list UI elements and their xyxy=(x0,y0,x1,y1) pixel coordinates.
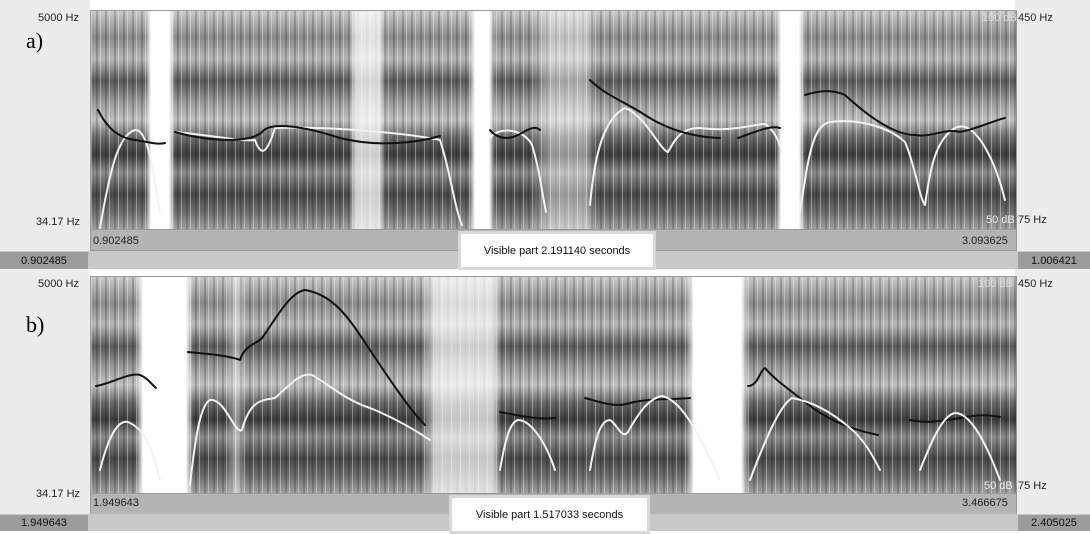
contour xyxy=(500,412,555,419)
contour xyxy=(188,290,425,425)
contour xyxy=(748,368,878,435)
contour xyxy=(590,396,720,480)
contour xyxy=(800,121,1005,212)
contour xyxy=(920,413,1000,480)
intensity-contours xyxy=(100,375,1000,485)
contour xyxy=(190,375,430,485)
pitch-contours xyxy=(96,80,1005,435)
contour xyxy=(100,422,160,480)
contour xyxy=(805,91,1005,135)
contour xyxy=(590,108,782,205)
contour xyxy=(96,375,156,388)
contour xyxy=(500,420,555,470)
contour xyxy=(910,415,1000,421)
contours xyxy=(0,0,1090,531)
contour xyxy=(98,110,165,144)
praat-window: 5000 Hz 34.17 Hz 100 dB 50 dB 450 Hz 75 … xyxy=(0,0,1090,531)
contour xyxy=(175,128,462,225)
intensity-contours xyxy=(100,108,1005,228)
contour xyxy=(100,130,160,228)
contour xyxy=(490,131,546,212)
contour xyxy=(590,80,720,138)
